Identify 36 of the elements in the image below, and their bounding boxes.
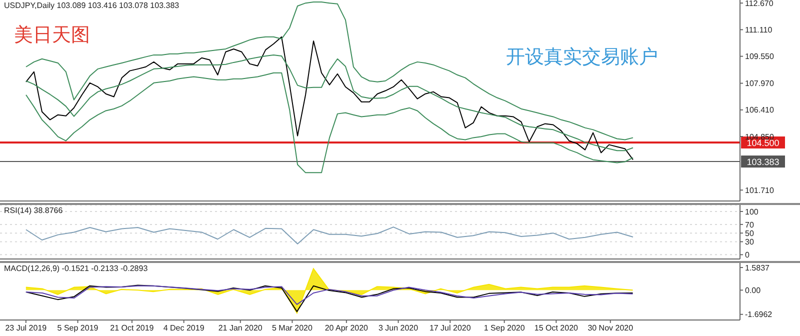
- x-tick-label: 3 Jun 2020: [378, 324, 419, 333]
- y-tick-label: 109.550: [745, 52, 774, 62]
- y-tick-label: 30: [745, 238, 754, 247]
- annotation: 开设真实交易账户: [506, 46, 658, 70]
- chart-title: MACD(12,26,9) -0.1521 -0.2133 -0.2893: [4, 264, 148, 273]
- y-tick-label: 0.00: [745, 286, 762, 295]
- chart-title: USDJPY,Daily 103.089 103.416 103.078 103.383: [4, 1, 180, 10]
- y-tick-label: -1.6962: [745, 310, 773, 320]
- x-tick-label: 20 Apr 2020: [324, 324, 369, 333]
- line-series: [26, 226, 634, 244]
- chart-title: RSI(14) 38.8766: [4, 206, 63, 215]
- x-tick-label: 5 Sep 2019: [57, 324, 99, 333]
- line-series: [26, 72, 634, 174]
- annotation: 美日天图: [14, 24, 90, 48]
- x-tick-label: 21 Jan 2020: [218, 324, 263, 333]
- y-tick-label: 111.110: [745, 26, 773, 35]
- x-tick-label: 1 Sep 2020: [484, 324, 526, 333]
- line-series: [25, 285, 634, 305]
- x-tick-label: 30 Nov 2020: [588, 324, 634, 333]
- x-tick-label: 5 Mar 2020: [272, 324, 314, 333]
- y-tick-label: 112.670: [745, 0, 774, 8]
- y-tick-label: 1.5837: [745, 263, 770, 272]
- x-tick-label: 4 Dec 2019: [163, 324, 205, 333]
- x-tick-label: 23 Jul 2019: [5, 324, 48, 333]
- y-tick-label: 0: [745, 250, 750, 260]
- x-tick-label: 15 Oct 2020: [534, 324, 579, 333]
- x-tick-label: 21 Oct 2019: [110, 324, 154, 333]
- y-tick-label: 106.410: [745, 106, 774, 115]
- y-tick-label: 50: [745, 228, 754, 238]
- x-tick-label: 17 Jul 2020: [429, 324, 472, 333]
- y-tick-label: 70: [745, 220, 754, 230]
- y-tick-label: 101.710: [745, 186, 774, 195]
- line-series: [25, 284, 634, 312]
- ref-line-label: 103.383: [746, 157, 780, 168]
- y-tick-label: 107.970: [745, 79, 774, 88]
- y-tick-label: 100: [745, 207, 759, 216]
